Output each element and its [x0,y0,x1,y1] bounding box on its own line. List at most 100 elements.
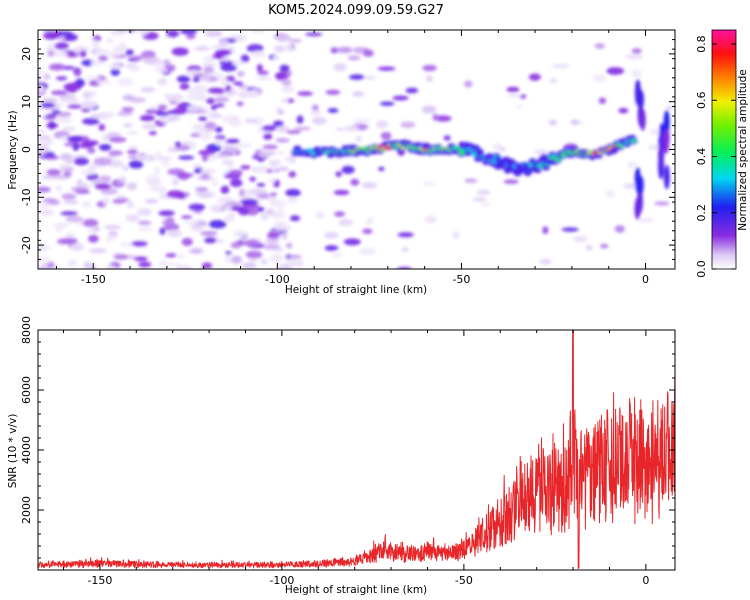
colorbar-tick-label: 0.6 [695,92,708,110]
noise-blob [230,255,242,264]
noise-blob [654,201,670,206]
noise-blob [51,109,61,114]
noise-blob [362,49,374,57]
noise-blob [126,149,138,155]
spectrogram-heatmap [38,30,674,269]
noise-blob [119,41,127,49]
noise-blob [422,64,437,72]
noise-blob [401,247,409,253]
noise-blob [128,97,146,103]
noise-blob [38,146,51,154]
noise-blob [105,265,117,269]
x-tick-label: 0 [642,574,649,587]
noise-blob [549,78,558,84]
noise-blob [179,83,190,90]
noise-blob [224,204,233,211]
noise-blob [274,224,292,231]
noise-blob [108,150,124,156]
noise-blob [586,244,593,251]
noise-blob [257,206,265,212]
y-tick-label: -10 [20,188,33,206]
noise-blob [117,195,126,200]
noise-blob [178,155,195,160]
noise-blob [285,188,301,197]
noise-blob [193,84,207,94]
noise-blob [46,261,55,269]
noise-blob [145,109,157,114]
colorbar-tick-label: 0.8 [695,35,708,53]
noise-blob [122,166,129,171]
noise-blob [257,157,265,163]
noise-blob [421,105,437,114]
noise-blob [287,197,298,203]
noise-blob [140,30,149,36]
noise-blob [236,71,245,77]
noise-blob [266,208,274,215]
noise-blob [261,151,278,156]
noise-blob [214,49,232,56]
noise-blob [237,143,252,148]
noise-blob [70,242,84,252]
noise-blob [614,225,625,233]
feature-blob [663,129,670,154]
noise-blob [515,104,523,109]
noise-blob [126,182,138,191]
noise-blob [65,156,73,165]
noise-blob [165,64,176,72]
noise-blob [257,165,268,174]
noise-blob [164,221,175,227]
noise-blob [181,237,193,246]
noise-blob [208,220,227,229]
noise-blob [551,63,570,69]
noise-blob [464,178,478,183]
noise-blob [192,77,201,83]
noise-blob [122,122,133,128]
noise-blob [212,179,219,187]
noise-blob [128,160,144,169]
x-tick-label: -150 [87,574,112,587]
spectrogram-xlabel: Height of straight line (km) [285,284,427,296]
noise-blob [61,193,77,200]
noise-blob [193,125,206,135]
noise-blob [341,165,355,174]
noise-blob [269,192,277,197]
noise-blob [261,125,277,132]
noise-blob [335,171,342,177]
noise-blob [47,121,56,130]
noise-blob [204,30,223,38]
noise-blob [137,220,152,226]
noise-blob [133,256,148,262]
y-tick-label: 2000 [20,496,33,524]
noise-blob [238,188,245,198]
noise-blob [649,128,661,136]
noise-blob [175,264,193,269]
noise-blob [240,54,250,63]
noise-blob [472,196,487,202]
noise-blob [137,226,155,232]
noise-blob [83,261,91,269]
noise-blob [63,98,80,104]
colorbar-gradient [711,29,737,270]
noise-blob [277,166,290,172]
noise-blob [452,231,460,239]
noise-blob [343,238,361,246]
noise-blob [506,86,520,93]
noise-blob [268,159,281,166]
noise-blob [98,143,112,151]
noise-blob [98,123,106,131]
colorbar-tick-label: 0.2 [695,204,708,222]
noise-blob [205,97,216,105]
feature-blob [639,108,646,131]
noise-blob [39,201,49,209]
noise-blob [137,154,152,161]
noise-blob [331,252,343,258]
noise-blob [600,243,609,249]
noise-blob [43,31,60,40]
noise-blob [61,237,78,245]
noise-blob [62,126,76,132]
noise-blob [72,143,80,152]
snr-xlabel: Height of straight line (km) [285,584,427,596]
noise-blob [166,229,183,238]
